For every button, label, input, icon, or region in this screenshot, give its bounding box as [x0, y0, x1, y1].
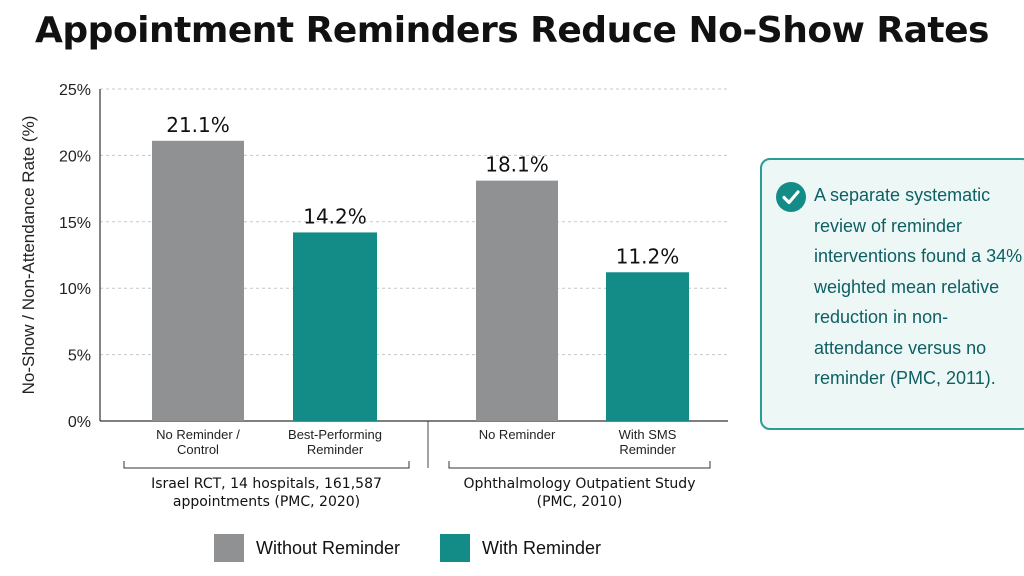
legend-swatch-gray	[214, 534, 244, 562]
bar-value-label: 11.2%	[616, 244, 680, 268]
x-category-label: Best-Performing Reminder	[288, 427, 382, 457]
x-category-label: No Reminder	[479, 427, 556, 442]
group-label: Ophthalmology Outpatient Study (PMC, 2010…	[464, 476, 696, 510]
bar-value-label: 14.2%	[303, 204, 367, 228]
y-tick-label: 0%	[68, 414, 91, 431]
bar-4	[606, 272, 689, 421]
y-tick-label: 5%	[68, 348, 91, 365]
y-tick-label: 15%	[59, 215, 91, 232]
callout-text: A separate systematic review of reminder…	[814, 185, 1023, 388]
bar-1	[152, 140, 244, 422]
group-bracket	[448, 461, 711, 469]
y-tick-label: 20%	[59, 148, 91, 165]
legend-label: Without Reminder	[256, 538, 401, 558]
group-bracket	[123, 461, 410, 469]
y-axis-title: No-Show / Non-Attendance Rate (%)	[19, 116, 38, 395]
y-tick-label: 25%	[59, 82, 91, 99]
check-circle-icon	[776, 182, 806, 212]
bar-3	[476, 180, 558, 421]
legend-label: With Reminder	[482, 538, 602, 558]
x-category-label: No Reminder / Control	[156, 427, 240, 457]
y-tick-label: 10%	[59, 281, 91, 298]
bar-value-label: 18.1%	[485, 153, 549, 177]
x-category-label: With SMS Reminder	[619, 427, 677, 457]
bar-2	[293, 232, 377, 421]
bar-value-label: 21.1%	[166, 113, 230, 137]
callout-box: A separate systematic review of reminder…	[760, 158, 1024, 430]
chart-title: Appointment Reminders Reduce No-Show Rat…	[35, 10, 989, 51]
legend-swatch-teal	[440, 534, 470, 562]
group-label: Israel RCT, 14 hospitals, 161,587 appoint…	[151, 476, 382, 510]
